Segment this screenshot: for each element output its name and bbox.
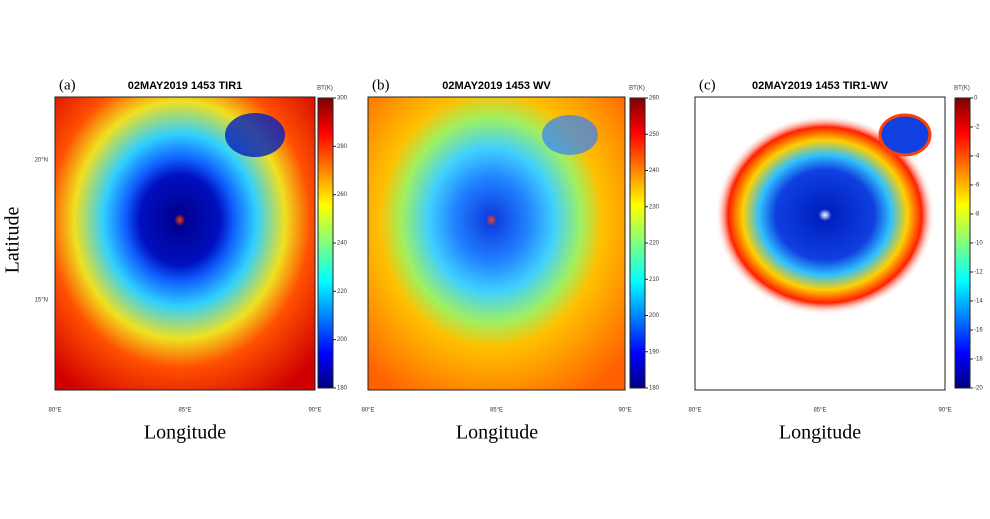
colorbar-tick-label: -14 (974, 299, 983, 305)
image-c-storm (715, 115, 935, 315)
colorbar-tick-label: 240 (337, 241, 348, 247)
lon-tick-label: 80°E (48, 408, 61, 414)
colorbar-tick-label: -12 (974, 270, 983, 276)
colorbar-tick-label: -6 (974, 183, 980, 189)
lon-tick-label: 80°E (688, 408, 701, 414)
image-a-cell (225, 113, 285, 157)
colorbar-tick-label: -16 (974, 328, 983, 334)
colorbar-tick-label: 260 (649, 96, 660, 102)
lat-tick-label: 20°N (35, 158, 48, 164)
colorbar-tick-label: 180 (337, 386, 348, 392)
colorbar-tick-label: 0 (974, 96, 978, 102)
panel-letter: (c) (699, 77, 716, 93)
lon-tick-label: 90°E (938, 408, 951, 414)
lon-tick-label: 80°E (361, 408, 374, 414)
colorbar-tick-label: -18 (974, 357, 983, 363)
y-axis-label: Latitude (2, 207, 24, 274)
colorbar-tick-label: 230 (649, 204, 660, 210)
image-c-cell (878, 113, 932, 157)
x-axis-label: Longitude (456, 422, 538, 444)
colorbar-tick-label: 190 (649, 349, 660, 355)
panel-letter: (a) (59, 77, 76, 93)
lat-tick-label: 15°N (35, 298, 48, 304)
lon-tick-label: 85°E (813, 408, 826, 414)
colorbar-tick-label: -20 (974, 386, 983, 392)
panel-letter: (b) (372, 77, 390, 93)
lon-tick-label: 85°E (178, 408, 191, 414)
colorbar-tick-label: -10 (974, 241, 983, 247)
colorbar-tick-label: 210 (649, 277, 660, 283)
colorbar-tick-label: 180 (649, 386, 660, 392)
panel-title: 02MAY2019 1453 WV (442, 80, 551, 92)
colorbar-tick-label: 300 (337, 96, 348, 102)
colorbar-tick-label: -8 (974, 212, 980, 218)
colorbar-unit: BT(K) (954, 86, 970, 92)
colorbar-a (317, 97, 334, 389)
lon-tick-label: 90°E (308, 408, 321, 414)
colorbar-tick-label: 200 (337, 337, 348, 343)
colorbar-unit: BT(K) (317, 86, 333, 92)
x-axis-label: Longitude (779, 422, 861, 444)
x-axis-label: Longitude (144, 422, 226, 444)
colorbar-c (954, 97, 971, 389)
colorbar-unit: BT(K) (629, 86, 645, 92)
colorbar-tick-label: 280 (337, 144, 348, 150)
panel-title: 02MAY2019 1453 TIR1 (128, 80, 243, 92)
colorbar-tick-label: 220 (649, 241, 660, 247)
image-b-cell (542, 115, 598, 155)
lon-tick-label: 85°E (490, 408, 503, 414)
panel-title: 02MAY2019 1453 TIR1-WV (752, 80, 889, 92)
colorbar-tick-label: 200 (649, 313, 660, 319)
colorbar-tick-label: 240 (649, 168, 660, 174)
colorbar-tick-label: 250 (649, 132, 660, 138)
lon-tick-label: 90°E (618, 408, 631, 414)
colorbar-tick-label: -4 (974, 154, 980, 160)
colorbar-b (629, 97, 646, 389)
colorbar-tick-label: 220 (337, 289, 348, 295)
colorbar-tick-label: -2 (974, 125, 980, 131)
colorbar-tick-label: 260 (337, 192, 348, 198)
